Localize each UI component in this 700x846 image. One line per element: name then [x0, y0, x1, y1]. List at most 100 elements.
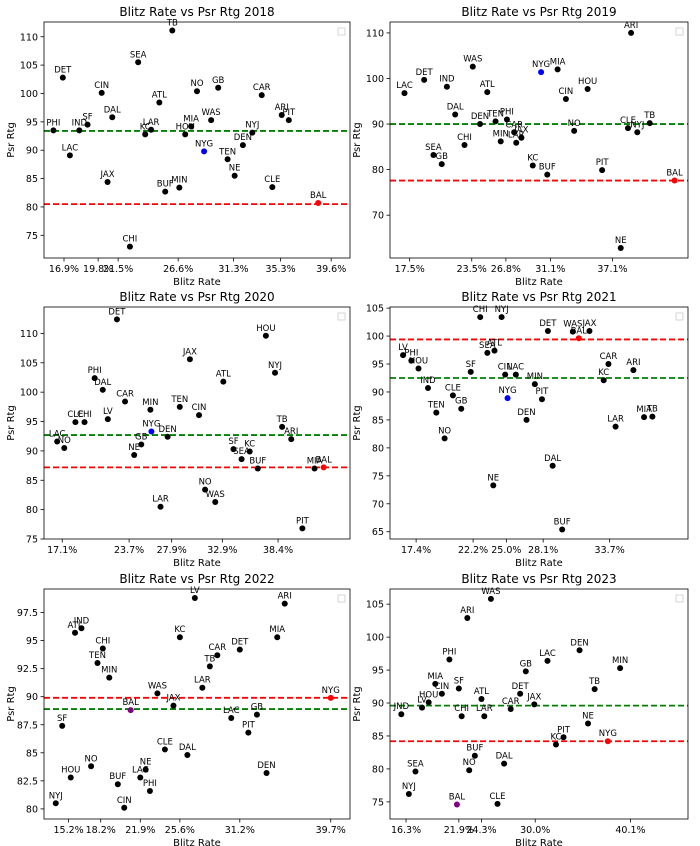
point-label: HOU — [409, 356, 428, 366]
x-axis-label: Blitz Rate — [515, 277, 563, 288]
data-point-was — [469, 63, 476, 70]
data-point-tb — [646, 120, 653, 127]
data-point-atl — [484, 89, 491, 96]
x-axis-label: Blitz Rate — [173, 558, 221, 569]
data-point-nyj — [405, 790, 412, 797]
data-point-nyj — [249, 129, 256, 136]
point-label: NO — [568, 119, 581, 129]
point-label: WAS — [463, 55, 482, 65]
point-label: MIN — [527, 372, 543, 382]
data-point-gb — [438, 161, 445, 168]
point-label: GB — [436, 152, 449, 162]
y-tick-label: 90 — [372, 387, 384, 398]
legend-box — [337, 27, 346, 36]
point-label: SF — [454, 677, 464, 687]
point-label: CIN — [558, 87, 573, 97]
data-point-chi — [126, 243, 133, 250]
point-label: ATL — [67, 621, 82, 631]
data-point-chi — [99, 645, 106, 652]
data-point-sf — [59, 722, 66, 729]
y-tick-label: 75 — [26, 231, 38, 242]
data-point-car — [507, 705, 514, 712]
data-point-pit — [299, 525, 306, 532]
point-label: NO — [199, 478, 212, 488]
data-point-den — [164, 433, 171, 440]
data-point-ind — [443, 83, 450, 90]
x-tick-label: 18.2% — [86, 825, 116, 836]
chart-title: Blitz Rate vs Psr Rtg 2021 — [461, 290, 616, 304]
data-point-car — [214, 652, 221, 659]
data-point-ne — [490, 482, 497, 489]
data-point-lv — [419, 704, 426, 711]
data-point-min — [147, 406, 154, 413]
point-label: PHI — [500, 107, 514, 117]
point-label: BAL — [315, 455, 332, 465]
point-label: GB — [212, 76, 225, 86]
y-tick-label: 85 — [372, 415, 384, 426]
point-label: MIN — [101, 666, 117, 676]
data-point-cin — [438, 690, 445, 697]
y-tick-label: 95 — [26, 417, 38, 428]
data-point-ne — [142, 766, 149, 773]
point-label: NE — [615, 236, 627, 246]
x-axis-label: Blitz Rate — [515, 558, 563, 569]
point-label: ATL — [474, 687, 489, 697]
x-tick-label: 26.6% — [163, 264, 193, 275]
data-point-det — [59, 74, 66, 81]
data-point-chi — [477, 314, 484, 321]
data-point-was — [212, 498, 219, 505]
point-label: PIT — [557, 725, 571, 735]
x-tick-label: 39.7% — [316, 825, 346, 836]
y-tick-label: 110 — [20, 32, 38, 43]
data-point-cin — [98, 89, 105, 96]
chart-panel-3: Blitz Rate vs Psr Rtg 2020 75 80 85 90 95 100 1… — [6, 290, 351, 569]
point-label: NYJ — [268, 361, 282, 371]
data-point-hou — [415, 365, 422, 372]
x-tick-label: 38.4% — [263, 545, 293, 556]
data-point-cle — [269, 184, 276, 191]
point-label: LAC — [62, 143, 79, 153]
point-label: TB — [276, 415, 288, 425]
point-label: PIT — [596, 158, 610, 168]
point-label: LAC — [396, 81, 413, 91]
point-label: TEN — [218, 147, 236, 157]
point-label: LAR — [476, 704, 493, 714]
data-point-mia — [554, 66, 561, 73]
x-tick-label: 40.1% — [615, 825, 645, 836]
point-label: MIA — [183, 114, 199, 124]
point-label: IND — [420, 376, 436, 386]
data-point-car — [258, 92, 265, 99]
data-point-phi — [50, 127, 57, 134]
plot-frame — [43, 21, 351, 259]
legend-box — [675, 27, 684, 36]
point-label: PHI — [143, 779, 157, 789]
data-point-det — [236, 646, 243, 653]
point-label: DAL — [496, 752, 513, 762]
legend-box — [337, 312, 346, 321]
data-point-no — [571, 127, 578, 134]
data-point-min — [617, 665, 624, 672]
data-point-jax — [586, 328, 593, 335]
y-tick-label: 70 — [372, 211, 384, 222]
point-label: DAL — [104, 105, 121, 115]
data-point-lac — [66, 152, 73, 159]
point-label: CAR — [505, 120, 523, 130]
chart-title: Blitz Rate vs Psr Rtg 2019 — [461, 5, 616, 19]
data-point-chi — [461, 142, 468, 149]
point-label: CAR — [209, 643, 227, 653]
data-point-nyj — [272, 369, 279, 376]
point-label: NE — [582, 711, 594, 721]
point-label: JAX — [581, 319, 596, 329]
point-label: JAX — [165, 694, 180, 704]
data-point-den — [239, 142, 246, 149]
point-label: LAR — [508, 131, 525, 141]
point-label: MIN — [171, 176, 187, 186]
data-point-hou — [262, 332, 269, 339]
data-point-tb — [279, 423, 286, 430]
point-label: KC — [550, 733, 561, 743]
point-label: HOU — [578, 77, 597, 87]
point-label: PHI — [404, 349, 418, 359]
point-label: JAX — [513, 126, 528, 136]
chart-title: Blitz Rate vs Psr Rtg 2023 — [461, 572, 616, 586]
